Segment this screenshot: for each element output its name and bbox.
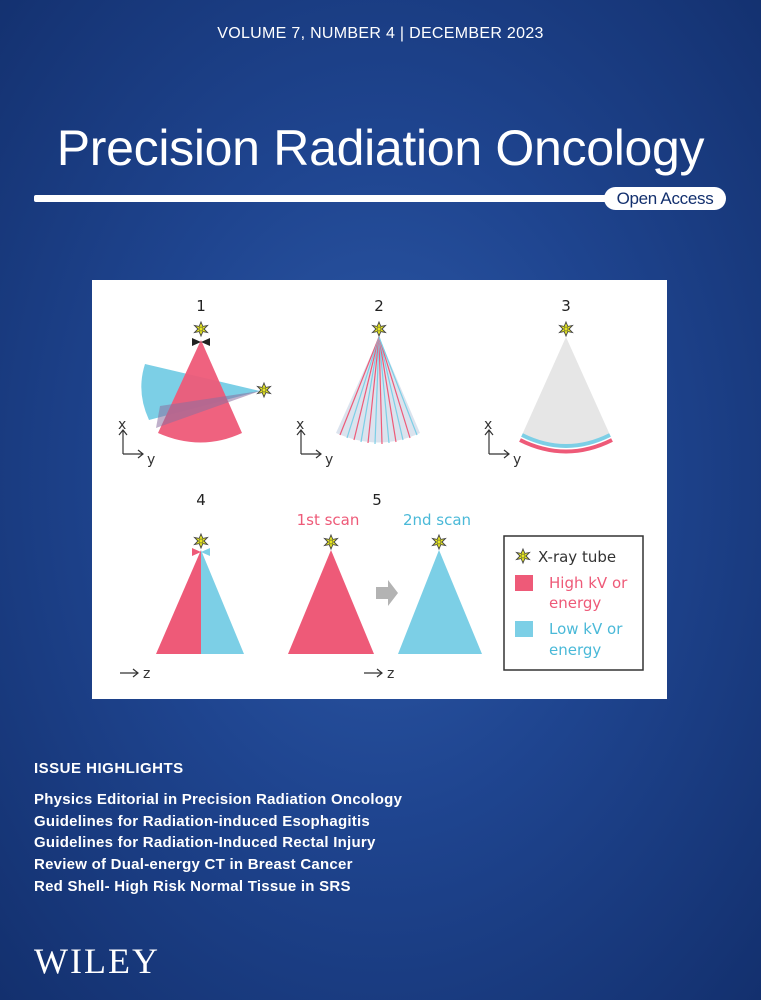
figure-legend: X-ray tube High kV or energy Low kV or e… <box>503 535 644 671</box>
open-access-badge: Open Access <box>604 187 726 210</box>
panel-number-2: 2 <box>374 297 384 315</box>
cover-figure: 1 2 3 4 5 x y <box>92 280 667 699</box>
highlight-item: Red Shell- High Risk Normal Tissue in SR… <box>34 877 351 895</box>
publisher-logo: WILEY <box>34 941 160 981</box>
legend-xray-tube: X-ray tube <box>538 548 616 566</box>
highlight-item: Guidelines for Radiation-induced Esophag… <box>34 812 371 830</box>
panel-2-shapes: x y <box>296 321 420 468</box>
axis-z-label-4: z <box>143 666 150 682</box>
axis-y-label-3: y <box>513 452 521 468</box>
panel-1-shapes: x y <box>118 321 271 468</box>
legend-low-line2: energy <box>549 641 601 659</box>
dual-energy-ct-diagram: 1 2 3 4 5 x y <box>118 297 644 682</box>
highlight-item: Physics Editorial in Precision Radiation… <box>34 791 403 808</box>
title-rule <box>34 195 614 202</box>
highlight-item: Guidelines for Radiation-Induced Rectal … <box>34 834 376 852</box>
panel-number-5: 5 <box>372 491 382 509</box>
axis-y-label-1: y <box>147 452 155 468</box>
panel-3-shapes: x y <box>484 321 613 468</box>
legend-low-line1: Low kV or <box>549 620 623 638</box>
volume-line: VOLUME 7, NUMBER 4 | DECEMBER 2023 <box>217 25 544 42</box>
panel-number-4: 4 <box>196 491 206 509</box>
second-scan-label: 2nd scan <box>403 511 471 529</box>
first-scan-label: 1st scan <box>297 511 360 529</box>
legend-high-swatch <box>515 575 533 591</box>
highlights-list: Physics Editorial in Precision Radiation… <box>34 789 402 898</box>
panel-5-shapes: 1st scan 2nd scan z <box>288 511 482 682</box>
legend-high-line1: High kV or <box>549 574 628 592</box>
axis-x-label-2: x <box>296 417 304 433</box>
axis-z-label-5: z <box>387 666 394 682</box>
axis-x-label-1: x <box>118 417 126 433</box>
axis-x-label-3: x <box>484 417 492 433</box>
axis-y-label-2: y <box>325 452 333 468</box>
highlights-heading: ISSUE HIGHLIGHTS <box>34 760 184 777</box>
legend-high-line2: energy <box>549 594 601 612</box>
panel-number-1: 1 <box>196 297 206 315</box>
journal-title: Precision Radiation Oncology <box>56 120 705 176</box>
panel-4-shapes: z <box>119 533 244 682</box>
legend-low-swatch <box>515 621 533 637</box>
highlight-item: Review of Dual-energy CT in Breast Cance… <box>34 856 353 874</box>
panel-number-3: 3 <box>561 297 571 315</box>
